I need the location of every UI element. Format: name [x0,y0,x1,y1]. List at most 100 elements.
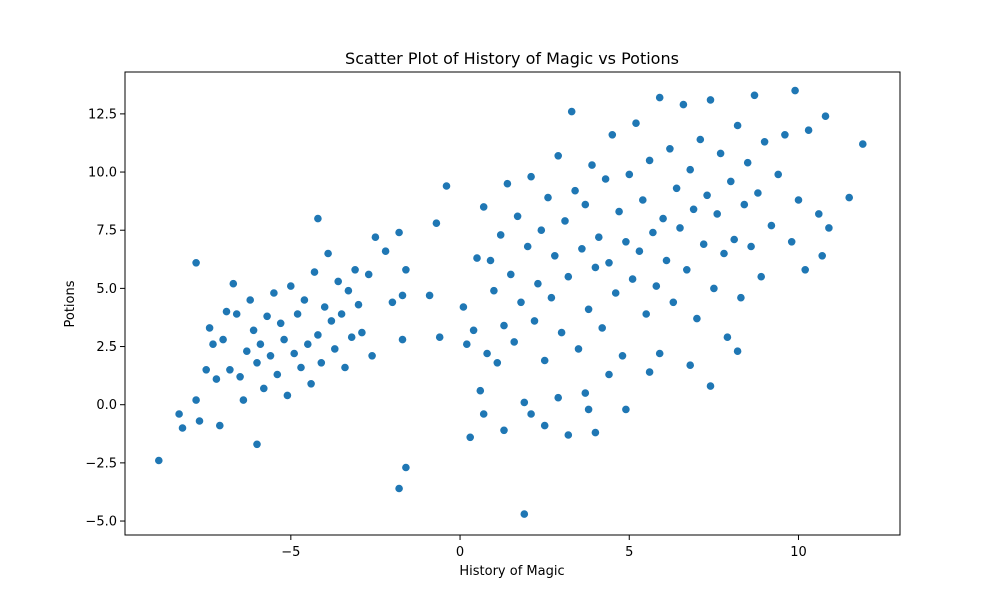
scatter-point [336,309,347,319]
scatter-point [235,372,245,382]
scatter-point [621,237,631,247]
scatter-point [685,360,695,370]
scatter-point [536,225,546,235]
scatter-point [205,323,215,333]
scatter-point [394,483,404,494]
scatter-point [739,200,749,210]
scatter-point [580,388,590,398]
scatter-point [191,395,201,405]
scatter-point [343,286,353,296]
scatter-point [665,144,675,154]
scatter-point [688,204,699,214]
scatter-point [249,325,259,335]
scatter-point [736,293,746,303]
scatter-point [695,134,705,145]
scatter-point [658,214,668,224]
scatter-point [289,348,299,359]
scatter-point [259,383,269,393]
scatter-point [401,462,411,473]
scatter-point [252,358,262,368]
scatter-point [631,118,641,128]
scatter-point [661,255,672,266]
scatter-point [759,137,770,147]
scatter-point [719,248,729,259]
scatter-point [221,306,232,317]
scatter-point [330,344,340,354]
y-tick-label: 5.0 [96,282,117,297]
x-axis-label: History of Magic [459,564,564,579]
scatter-point [208,339,218,349]
scatter-point [485,255,496,266]
scatter-point [367,351,377,361]
scatter-point [468,325,479,335]
scatter-point [773,169,783,179]
scatter-point [265,351,276,361]
scatter-point [316,358,326,368]
scatter-point [590,262,601,272]
scatter-point [644,155,655,165]
scatter-point [702,190,712,200]
scatter-point [655,348,665,359]
scatter-point [320,302,330,312]
y-axis-label: Potions [63,280,78,327]
scatter-point [543,193,553,203]
scatter-point [523,241,533,252]
scatter-point [553,393,563,403]
scatter-point [699,239,709,249]
scatter-point [709,283,719,293]
scatter-point [567,107,577,117]
scatter-point [225,365,235,375]
scatter-point [350,265,360,275]
scatter-point [793,195,804,205]
scatter-point [817,251,827,261]
scatter-point [560,216,570,226]
scatter-point [655,93,665,103]
scatter-point [496,230,506,240]
scatter-point [282,390,292,400]
scatter-point [803,125,814,135]
x-tick-label: 0 [456,545,464,560]
scatter-point [462,339,472,349]
scatter-point [309,267,320,277]
scatter-point [858,139,868,149]
scatter-point [580,200,590,210]
scatter-point [722,332,733,342]
scatter-point [475,386,485,396]
scatter-point [526,409,536,419]
scatter-point [512,211,523,221]
scatter-point [296,362,306,373]
scatter-point [492,358,502,368]
scatter-point [621,404,631,414]
scatter-point [499,320,509,331]
scatter-point [824,223,834,233]
scatter-point [790,86,800,96]
scatter-point [644,367,655,377]
scatter-point [814,209,824,219]
scatter-point [648,227,658,238]
scatter-point [177,423,188,433]
y-tick-label: 0.0 [96,398,117,413]
scatter-point [380,246,391,256]
scatter-point [705,95,716,105]
scatter-point [746,241,756,252]
scatter-point [753,188,763,198]
scatter-point [489,286,499,296]
scatter-point [617,351,628,361]
y-tick-label: 7.5 [96,224,117,239]
x-tick-label: −5 [281,545,300,560]
scatter-point [313,330,323,340]
scatter-point [269,288,279,298]
scatter-point [479,409,489,419]
scatter-point [228,279,238,289]
x-tick-label: 5 [625,545,633,560]
scatter-point [303,339,313,349]
scatter-point [215,420,225,431]
scatter-point [516,297,526,307]
scatter-point [529,316,540,326]
plot-frame [124,71,901,536]
scatter-point [638,195,648,205]
scatter-point [506,269,516,279]
scatter-point [299,295,309,305]
scatter-point [590,427,601,438]
